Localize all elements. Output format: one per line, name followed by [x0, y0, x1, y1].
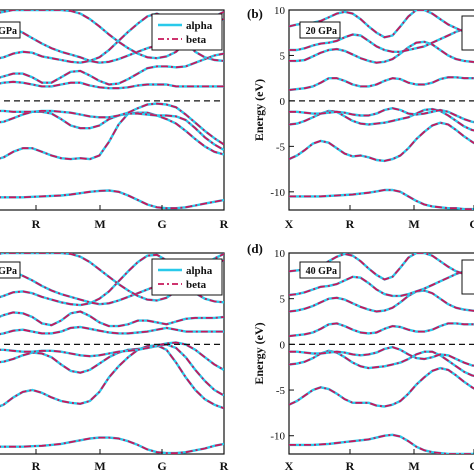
legend	[461, 15, 474, 51]
beta-band-line	[0, 18, 224, 64]
y-tick-label: 5	[280, 50, 286, 62]
x-tick-label: R	[32, 217, 41, 231]
beta-band-line	[289, 189, 474, 210]
x-tick-label: X	[285, 459, 294, 473]
alpha-band-line	[289, 76, 474, 92]
y-tick-label: 10	[274, 248, 286, 260]
y-tick-label: 10	[274, 5, 286, 17]
x-tick-label: R	[220, 459, 229, 473]
beta-band-line	[289, 40, 474, 64]
plot-frame	[288, 252, 474, 455]
alpha-band-line	[0, 325, 224, 336]
x-tick-label: M	[408, 459, 419, 473]
beta-band-line	[289, 76, 474, 91]
beta-band-line	[289, 433, 474, 454]
legend: alpha beta	[151, 13, 223, 51]
beta-band-line	[289, 268, 474, 297]
beta-band-line	[0, 52, 224, 86]
alpha-band-line	[289, 188, 474, 210]
x-tick-label: G	[469, 217, 474, 231]
y-tick-label: -5	[276, 385, 286, 397]
beta-band-line	[0, 259, 224, 306]
beta-band-line	[0, 189, 224, 210]
beta-band-line	[289, 322, 474, 337]
beta-band-line	[289, 289, 474, 313]
alpha-band-line	[0, 344, 224, 410]
beta-band-line	[289, 107, 474, 123]
y-tick-label: -5	[276, 141, 286, 153]
x-tick-label: R	[346, 459, 355, 473]
beta-band-line	[0, 111, 224, 160]
beta-band-line	[289, 367, 474, 408]
plot-frame	[0, 252, 225, 455]
y-axis-label: Energy (eV)	[252, 322, 266, 384]
band-panel: -10 -5 0 5 10 Energy (eV) X R M G (d) 40 GPa	[247, 241, 474, 473]
beta-band-line	[0, 436, 224, 454]
x-tick-label: R	[220, 217, 229, 231]
plot-frame	[0, 9, 225, 211]
band-panel: R M G R GPa alpha beta	[0, 9, 229, 231]
pressure-label: 20 GPa	[306, 26, 337, 37]
band-lines	[289, 10, 474, 210]
beta-band-line	[0, 310, 224, 327]
x-tick-label: R	[32, 459, 41, 473]
legend-label: beta	[186, 34, 207, 46]
legend-label: beta	[186, 279, 207, 291]
y-tick-label: 0	[280, 96, 286, 108]
x-tick-label: X	[285, 217, 294, 231]
beta-band-line	[0, 80, 224, 90]
pressure-label: GPa	[0, 26, 17, 37]
beta-band-line	[289, 121, 474, 162]
plot-frame	[288, 9, 474, 211]
band-panel: R M G R GPa alpha beta	[0, 252, 229, 473]
legend: alpha beta	[151, 258, 223, 296]
alpha-band-line	[289, 366, 474, 408]
pressure-label: GPa	[0, 266, 17, 277]
pressure-label-box: 40 GPa	[299, 261, 341, 279]
legend-label: alpha	[186, 265, 213, 277]
x-tick-label: M	[94, 459, 105, 473]
panel-label: (d)	[247, 241, 263, 256]
y-tick-label: -10	[270, 187, 285, 199]
beta-band-line	[289, 26, 474, 53]
pressure-label-box: GPa	[0, 261, 21, 279]
alpha-band-line	[289, 322, 474, 338]
beta-band-line	[0, 341, 224, 371]
x-tick-label: M	[94, 217, 105, 231]
y-tick-label: 5	[280, 294, 286, 306]
alpha-band-line	[289, 433, 474, 454]
y-tick-label: 0	[280, 339, 286, 351]
pressure-label-box: GPa	[0, 21, 21, 39]
x-tick-label: G	[157, 459, 166, 473]
x-tick-label: G	[469, 459, 474, 473]
beta-band-line	[0, 102, 224, 146]
legend-label: alpha	[186, 20, 213, 32]
panel-label: (b)	[247, 6, 263, 21]
x-tick-label: G	[157, 217, 166, 231]
band-panel: -10 -5 0 5 10 Energy (eV) X R M G (b) 20 GPa	[247, 5, 474, 231]
beta-band-line	[289, 346, 474, 367]
legend	[461, 259, 474, 295]
band-lines	[289, 253, 474, 454]
pressure-label: 40 GPa	[306, 266, 337, 277]
pressure-label-box: 20 GPa	[299, 21, 341, 39]
x-tick-label: M	[408, 217, 419, 231]
beta-band-line	[0, 343, 224, 397]
alpha-band-line	[0, 310, 224, 328]
beta-band-line	[289, 10, 474, 39]
x-tick-label: R	[346, 217, 355, 231]
alpha-band-line	[0, 52, 224, 86]
y-axis-label: Energy (eV)	[252, 79, 266, 141]
y-tick-label: -10	[270, 431, 285, 443]
beta-band-line	[0, 12, 224, 64]
